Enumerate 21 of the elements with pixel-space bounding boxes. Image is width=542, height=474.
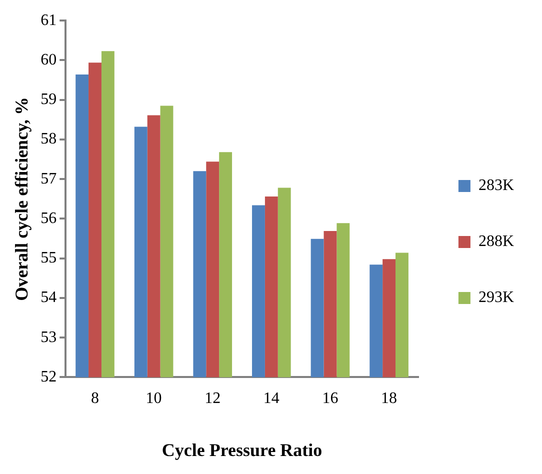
x-tick-label: 18	[381, 390, 398, 408]
legend-label: 293K	[478, 289, 514, 306]
x-tick-label: 10	[146, 390, 162, 408]
y-tick-label: 60	[40, 51, 57, 68]
x-axis-title: Cycle Pressure Ratio	[162, 440, 322, 460]
y-tick-label: 52	[40, 368, 57, 386]
y-tick-label: 55	[40, 250, 57, 267]
x-tick-label: 8	[91, 390, 100, 408]
y-tick-label: 54	[40, 289, 57, 306]
y-tick-label: 59	[40, 91, 57, 108]
x-tick-label: 12	[204, 390, 221, 408]
y-tick-label: 53	[40, 328, 57, 346]
legend-label: 283K	[478, 177, 514, 194]
x-tick-label: 16	[322, 390, 338, 408]
y-tick-label: 61	[40, 12, 57, 29]
x-tick-label: 14	[263, 390, 280, 408]
y-tick-label: 56	[40, 210, 57, 227]
y-tick-label: 57	[40, 170, 57, 188]
y-axis-title: Overall cycle efficiency, %	[11, 96, 32, 301]
legend-label: 288K	[478, 233, 514, 250]
y-tick-label: 58	[40, 130, 57, 148]
